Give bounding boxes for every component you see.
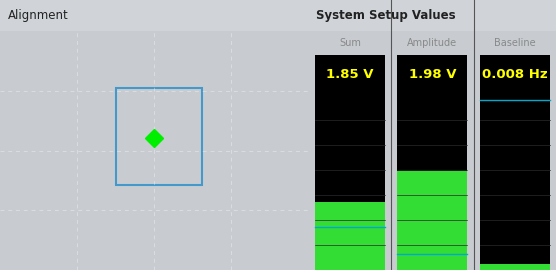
Text: Amplitude: Amplitude <box>407 38 458 48</box>
Bar <box>315 94 385 270</box>
Bar <box>116 88 202 185</box>
Bar <box>0 0 309 31</box>
Bar <box>315 55 385 94</box>
Bar <box>480 264 550 270</box>
Bar <box>315 202 385 270</box>
Bar <box>397 171 468 270</box>
Text: Alignment: Alignment <box>8 9 68 22</box>
Text: System Setup Values: System Setup Values <box>316 9 455 22</box>
Text: 1.98 V: 1.98 V <box>409 68 456 82</box>
Text: 0.008 Hz: 0.008 Hz <box>482 68 548 82</box>
Bar <box>480 94 550 270</box>
Text: Sum: Sum <box>339 38 361 48</box>
Text: 1.85 V: 1.85 V <box>326 68 374 82</box>
Text: Baseline: Baseline <box>494 38 535 48</box>
Bar <box>309 0 556 31</box>
Bar <box>397 55 468 94</box>
Bar <box>397 94 468 270</box>
Bar <box>480 55 550 94</box>
